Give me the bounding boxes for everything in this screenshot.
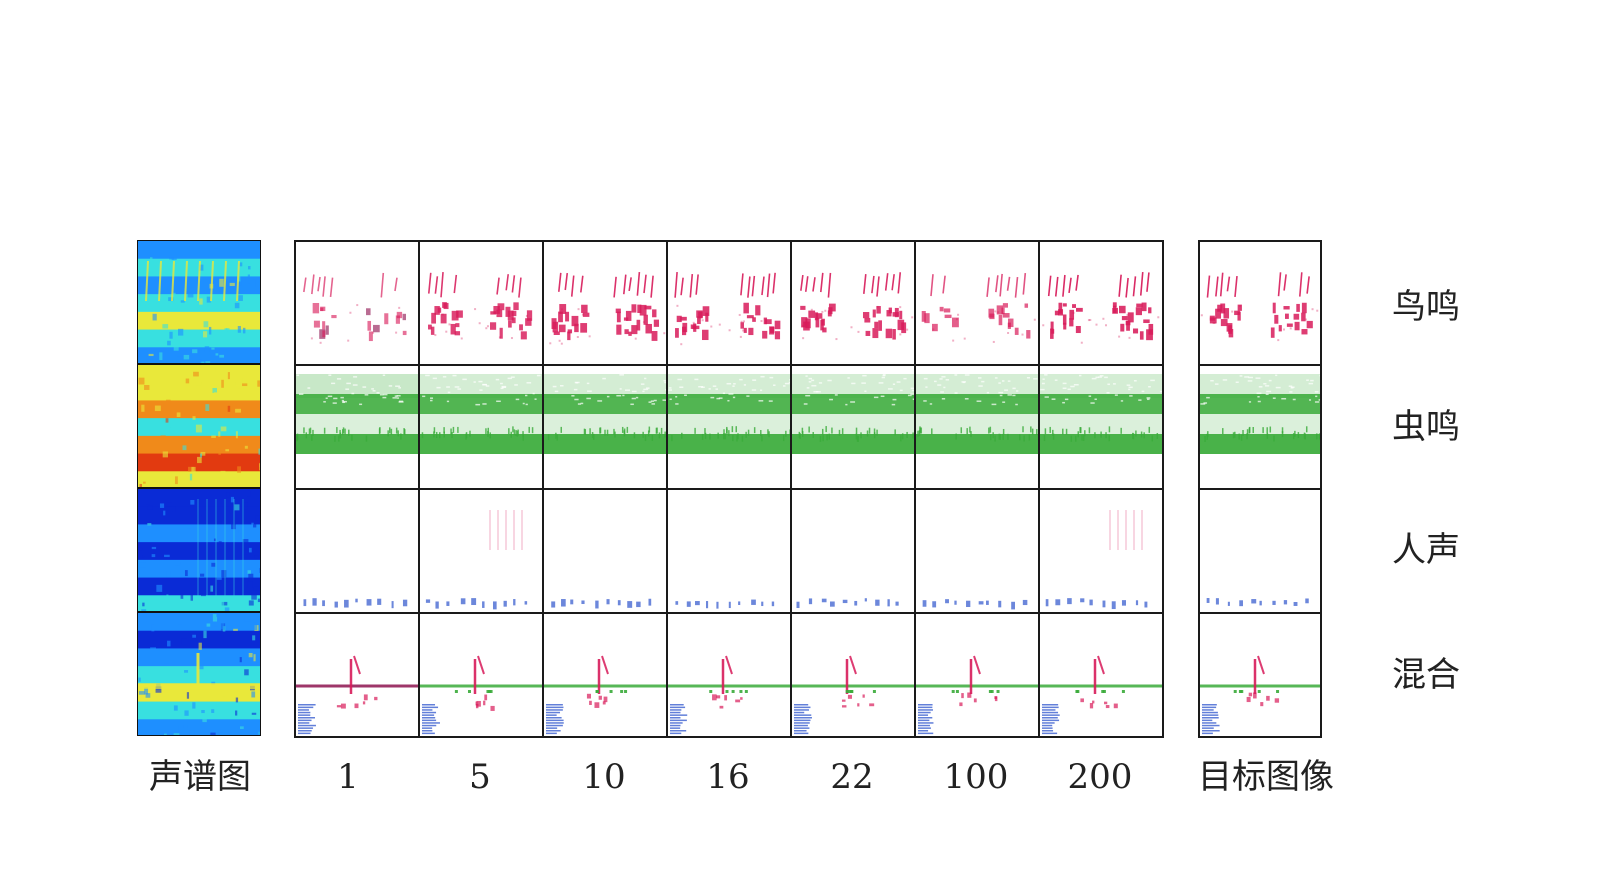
reconstruction-mixed-iter-22: [790, 612, 916, 738]
reconstruction-voice-iter-1: [294, 488, 420, 614]
target-column-label: 目标图像: [1198, 757, 1334, 797]
iteration-label-16: 16: [706, 757, 750, 797]
reconstruction-insect-iter-22: [790, 364, 916, 490]
target-insect: [1198, 364, 1322, 490]
reconstruction-insect-iter-100: [914, 364, 1040, 490]
reconstruction-mixed-iter-10: [542, 612, 668, 738]
row-label-voice: 人声: [1392, 530, 1460, 570]
reconstruction-insect-iter-1: [294, 364, 420, 490]
reconstruction-insect-iter-5: [418, 364, 544, 490]
reconstruction-mixed-iter-100: [914, 612, 1040, 738]
iteration-label-22: 22: [830, 757, 874, 797]
reconstruction-bird-iter-22: [790, 240, 916, 366]
spectrogram-column-label: 声谱图: [149, 757, 251, 797]
spectrogram-bird: [137, 240, 261, 364]
reconstruction-mixed-iter-1: [294, 612, 420, 738]
reconstruction-insect-iter-16: [666, 364, 792, 490]
target-mixed: [1198, 612, 1322, 738]
iteration-label-5: 5: [469, 757, 491, 797]
reconstruction-voice-iter-200: [1038, 488, 1164, 614]
reconstruction-bird-iter-200: [1038, 240, 1164, 366]
reconstruction-voice-iter-5: [418, 488, 544, 614]
reconstruction-voice-iter-22: [790, 488, 916, 614]
reconstruction-bird-iter-16: [666, 240, 792, 366]
row-label-mixed: 混合: [1392, 655, 1460, 695]
reconstruction-insect-iter-200: [1038, 364, 1164, 490]
spectrogram-insect: [137, 364, 261, 488]
reconstruction-voice-iter-16: [666, 488, 792, 614]
reconstruction-voice-iter-10: [542, 488, 668, 614]
reconstruction-voice-iter-100: [914, 488, 1040, 614]
iteration-label-200: 200: [1067, 757, 1133, 797]
row-label-bird: 鸟鸣: [1392, 287, 1460, 327]
reconstruction-mixed-iter-16: [666, 612, 792, 738]
reconstruction-insect-iter-10: [542, 364, 668, 490]
row-label-insect: 虫鸣: [1392, 407, 1460, 447]
reconstruction-bird-iter-10: [542, 240, 668, 366]
target-voice: [1198, 488, 1322, 614]
spectrogram-mixed: [137, 612, 261, 736]
iteration-label-1: 1: [337, 757, 359, 797]
reconstruction-bird-iter-1: [294, 240, 420, 366]
spectrogram-voice: [137, 488, 261, 612]
target-bird: [1198, 240, 1322, 366]
iteration-label-100: 100: [943, 757, 1009, 797]
reconstruction-mixed-iter-5: [418, 612, 544, 738]
iteration-label-10: 10: [582, 757, 626, 797]
reconstruction-bird-iter-100: [914, 240, 1040, 366]
reconstruction-bird-iter-5: [418, 240, 544, 366]
reconstruction-mixed-iter-200: [1038, 612, 1164, 738]
